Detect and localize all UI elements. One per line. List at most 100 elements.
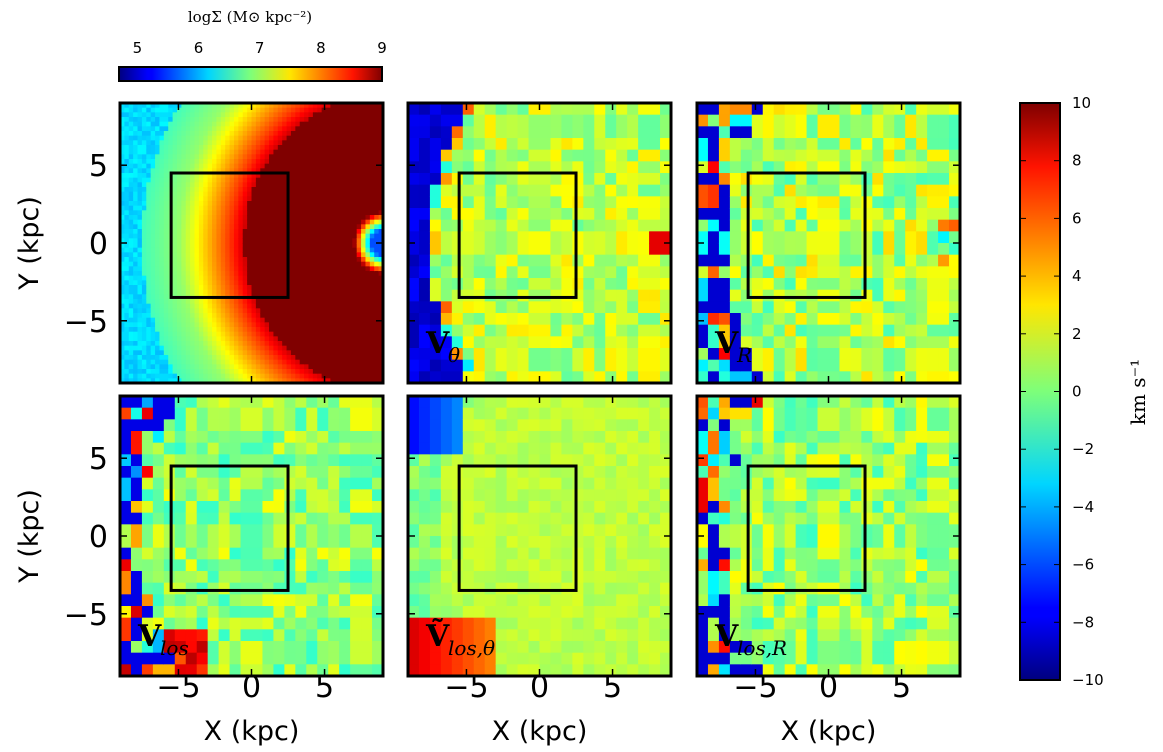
heatmap-cell xyxy=(440,219,453,232)
heatmap-cell xyxy=(286,126,292,132)
heatmap-cell xyxy=(190,271,196,277)
heatmap-cell xyxy=(773,301,786,314)
heatmap-cell xyxy=(361,243,367,249)
heatmap-cell xyxy=(347,112,353,118)
heatmap-cell xyxy=(517,371,530,384)
heatmap-cell xyxy=(172,252,178,258)
heatmap-cell xyxy=(347,224,353,230)
heatmap-cell xyxy=(152,652,165,665)
heatmap-cell xyxy=(872,324,884,337)
heatmap-cell xyxy=(352,373,358,379)
heatmap-cell xyxy=(378,187,384,193)
heatmap-cell xyxy=(334,117,340,123)
heatmap-cell xyxy=(883,149,895,162)
heatmap-cell xyxy=(198,149,204,155)
heatmap-cell xyxy=(369,257,375,263)
heatmap-cell xyxy=(155,224,161,230)
heatmap-cell xyxy=(361,247,367,253)
heatmap-cell xyxy=(330,126,336,132)
heatmap-cell xyxy=(242,224,248,230)
heatmap-cell xyxy=(312,149,318,155)
heatmap-cell xyxy=(299,261,305,267)
heatmap-cell xyxy=(343,107,349,113)
heatmap-cell xyxy=(124,313,130,319)
heatmap-cell xyxy=(605,231,617,244)
heatmap-cell xyxy=(220,359,226,365)
heatmap-cell xyxy=(894,289,906,302)
heatmap-cell xyxy=(806,184,819,197)
heatmap-cell xyxy=(308,187,314,193)
heatmap-cell xyxy=(429,173,442,186)
heatmap-cell xyxy=(216,229,222,235)
heatmap-cell xyxy=(247,336,253,342)
heatmap-cell xyxy=(506,254,519,267)
heatmap-cell xyxy=(159,163,165,169)
heatmap-cell xyxy=(528,289,541,302)
heatmap-cell xyxy=(155,341,161,347)
heatmap-cell xyxy=(233,285,239,291)
heatmap-cell xyxy=(264,289,270,295)
heatmap-cell xyxy=(317,350,323,356)
heatmap-cell xyxy=(264,303,270,309)
heatmap-cell xyxy=(550,371,563,384)
heatmap-cell xyxy=(163,126,169,132)
heatmap-cell xyxy=(185,355,191,361)
heatmap-cell xyxy=(583,114,595,127)
heatmap-cell xyxy=(451,359,464,372)
heatmap-cell xyxy=(155,257,161,263)
heatmap-cell xyxy=(282,261,288,267)
heatmap-cell xyxy=(374,355,380,361)
heatmap-cell xyxy=(172,187,178,193)
heatmap-cell xyxy=(299,121,305,127)
heatmap-cell xyxy=(212,359,218,365)
heatmap-cell xyxy=(883,126,895,139)
heatmap-cell xyxy=(255,154,261,160)
heatmap-cell xyxy=(378,266,384,272)
heatmap-cell xyxy=(229,341,235,347)
heatmap-cell xyxy=(251,219,257,225)
heatmap-cell xyxy=(330,266,336,272)
heatmap-cell xyxy=(343,154,349,160)
heatmap-cell xyxy=(216,154,222,160)
heatmap-cell xyxy=(572,196,584,209)
heatmap-cell xyxy=(378,252,384,258)
heatmap-cell xyxy=(616,313,628,326)
heatmap-cell xyxy=(784,196,797,209)
heatmap-cell xyxy=(773,208,786,221)
heatmap-cell xyxy=(174,594,187,607)
heatmap-cell xyxy=(247,126,253,132)
heatmap-cell xyxy=(212,107,218,113)
heatmap-cell xyxy=(185,215,191,221)
heatmap-cell xyxy=(528,313,541,326)
heatmap-cell xyxy=(299,252,305,258)
heatmap-cell xyxy=(627,184,639,197)
heatmap-cell xyxy=(247,154,253,160)
heatmap-cell xyxy=(150,154,156,160)
heatmap-cell xyxy=(718,208,731,221)
heatmap-cell xyxy=(817,254,830,267)
heatmap-cell xyxy=(172,378,178,384)
heatmap-cell xyxy=(839,208,852,221)
heatmap-cell xyxy=(181,149,187,155)
heatmap-cell xyxy=(408,208,420,221)
heatmap-cell xyxy=(163,431,176,444)
heatmap-cell xyxy=(203,149,209,155)
heatmap-cell xyxy=(229,140,235,146)
heatmap-cell xyxy=(247,210,253,216)
heatmap-cell xyxy=(247,238,253,244)
heatmap-cell xyxy=(369,219,375,225)
heatmap-cell xyxy=(356,359,362,365)
heatmap-cell xyxy=(299,327,305,333)
heatmap-cell xyxy=(583,138,595,151)
heatmap-cell xyxy=(408,243,420,256)
heatmap-cell xyxy=(146,359,152,365)
heatmap-cell xyxy=(347,350,353,356)
heatmap-cell xyxy=(255,219,261,225)
heatmap-cell xyxy=(207,154,213,160)
heatmap-cell xyxy=(321,247,327,253)
heatmap-cell xyxy=(290,201,296,207)
heatmap-cell xyxy=(374,289,380,295)
heatmap-cell xyxy=(150,159,156,165)
heatmap-cell xyxy=(251,154,257,160)
heatmap-cell xyxy=(627,103,639,116)
